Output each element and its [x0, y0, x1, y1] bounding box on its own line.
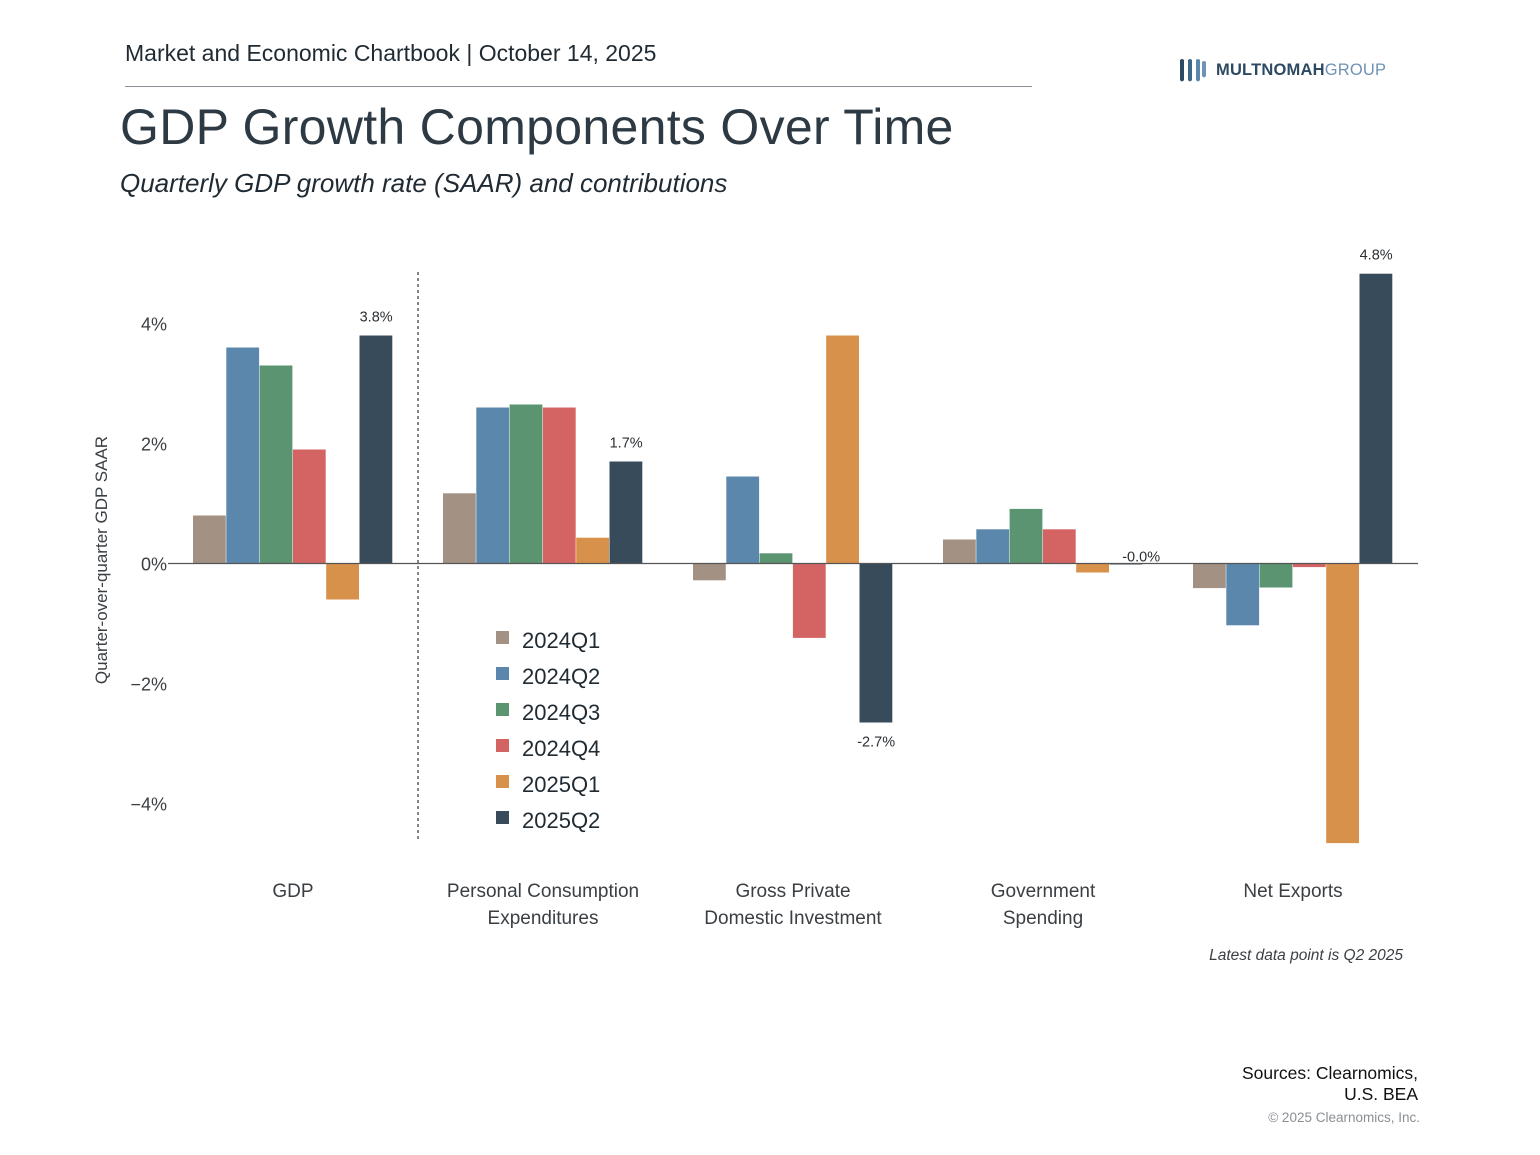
- y-tick-label: −4%: [130, 795, 167, 815]
- logo-mark-icon: [1180, 59, 1206, 82]
- bar-2024Q3-0: [259, 365, 293, 564]
- logo-text: MULTNOMAHGROUP: [1216, 61, 1386, 80]
- bar-2024Q2-4: [1226, 563, 1260, 626]
- data-label: 1.7%: [610, 436, 643, 452]
- bar-2024Q3-3: [1009, 508, 1043, 564]
- legend-swatch-2024Q2: [496, 667, 509, 680]
- bar-2024Q4-3: [1042, 529, 1076, 564]
- logo-text-strong: MULTNOMAH: [1216, 60, 1325, 79]
- category-label: GDP: [272, 881, 313, 902]
- bar-2024Q2-2: [726, 476, 760, 564]
- bar-2024Q4-1: [542, 407, 576, 564]
- y-tick-label: 4%: [141, 315, 167, 335]
- chart-subtitle: Quarterly GDP growth rate (SAAR) and con…: [120, 168, 728, 198]
- report-header: Market and Economic Chartbook | October …: [125, 40, 657, 66]
- legend-label: 2024Q4: [522, 736, 600, 761]
- bar-2024Q2-0: [226, 347, 260, 564]
- category-label: Expenditures: [488, 908, 599, 929]
- y-tick-label: −2%: [130, 675, 167, 695]
- bar-2025Q1-2: [826, 335, 859, 564]
- footnote: Latest data point is Q2 2025: [1209, 947, 1403, 964]
- y-tick-label: 2%: [141, 435, 167, 455]
- bar-2024Q4-2: [792, 563, 826, 638]
- copyright: © 2025 Clearnomics, Inc.: [1268, 1110, 1420, 1125]
- legend-swatch-2024Q3: [496, 703, 509, 716]
- header-divider: [125, 86, 1032, 87]
- y-tick-label: 0%: [141, 555, 167, 575]
- bar-2025Q1-3: [1076, 563, 1109, 573]
- bar-2024Q1-1: [443, 493, 476, 564]
- bar-2025Q2-4: [1359, 273, 1393, 564]
- sources-line-1: Sources: Clearnomics,: [1241, 1063, 1418, 1083]
- bar-2024Q3-1: [509, 404, 543, 564]
- logo-text-light: GROUP: [1324, 60, 1387, 79]
- category-label: Gross Private: [735, 881, 850, 902]
- legend-label: 2024Q3: [522, 700, 600, 725]
- bar-2024Q1-0: [193, 515, 226, 564]
- category-label: Domestic Investment: [704, 908, 882, 929]
- bar-2024Q4-4: [1292, 563, 1326, 568]
- chart-title: GDP Growth Components Over Time: [120, 99, 954, 155]
- legend-label: 2025Q2: [522, 808, 600, 833]
- legend-label: 2025Q1: [522, 772, 600, 797]
- legend-swatch-2024Q1: [496, 631, 509, 644]
- bar-2024Q3-4: [1259, 563, 1293, 588]
- bar-2024Q1-4: [1193, 563, 1226, 589]
- bar-2025Q1-4: [1326, 563, 1359, 844]
- sources-line-2: U.S. BEA: [1344, 1084, 1418, 1104]
- y-axis-label: Quarter-over-quarter GDP SAAR: [92, 436, 111, 684]
- bar-2025Q2-1: [609, 461, 643, 564]
- data-label: -0.0%: [1122, 550, 1160, 566]
- sources: Sources: Clearnomics, U.S. BEA: [1242, 1063, 1418, 1105]
- bar-2024Q1-2: [693, 563, 726, 581]
- legend-swatch-2025Q1: [496, 775, 509, 788]
- data-label: 3.8%: [360, 310, 393, 326]
- bar-2024Q3-2: [759, 553, 793, 564]
- bar-2024Q2-3: [976, 529, 1010, 564]
- category-label: Personal Consumption: [447, 881, 639, 902]
- bar-2025Q2-2: [859, 563, 893, 723]
- bar-2025Q1-1: [576, 537, 609, 564]
- bar-2024Q4-0: [292, 449, 326, 564]
- category-label: Government: [991, 881, 1096, 902]
- legend-label: 2024Q2: [522, 664, 600, 689]
- bar-2025Q2-0: [359, 335, 393, 564]
- data-label: 4.8%: [1360, 248, 1393, 264]
- bar-2024Q1-3: [943, 539, 976, 564]
- legend-label: 2024Q1: [522, 628, 600, 653]
- category-label: Net Exports: [1243, 881, 1342, 902]
- bar-2024Q2-1: [476, 407, 510, 564]
- bar-2025Q1-0: [326, 563, 359, 600]
- legend-swatch-2025Q2: [496, 811, 509, 824]
- data-label: -2.7%: [857, 735, 895, 751]
- category-label: Spending: [1003, 908, 1083, 929]
- company-logo: MULTNOMAHGROUP: [1178, 56, 1386, 84]
- legend-swatch-2024Q4: [496, 739, 509, 752]
